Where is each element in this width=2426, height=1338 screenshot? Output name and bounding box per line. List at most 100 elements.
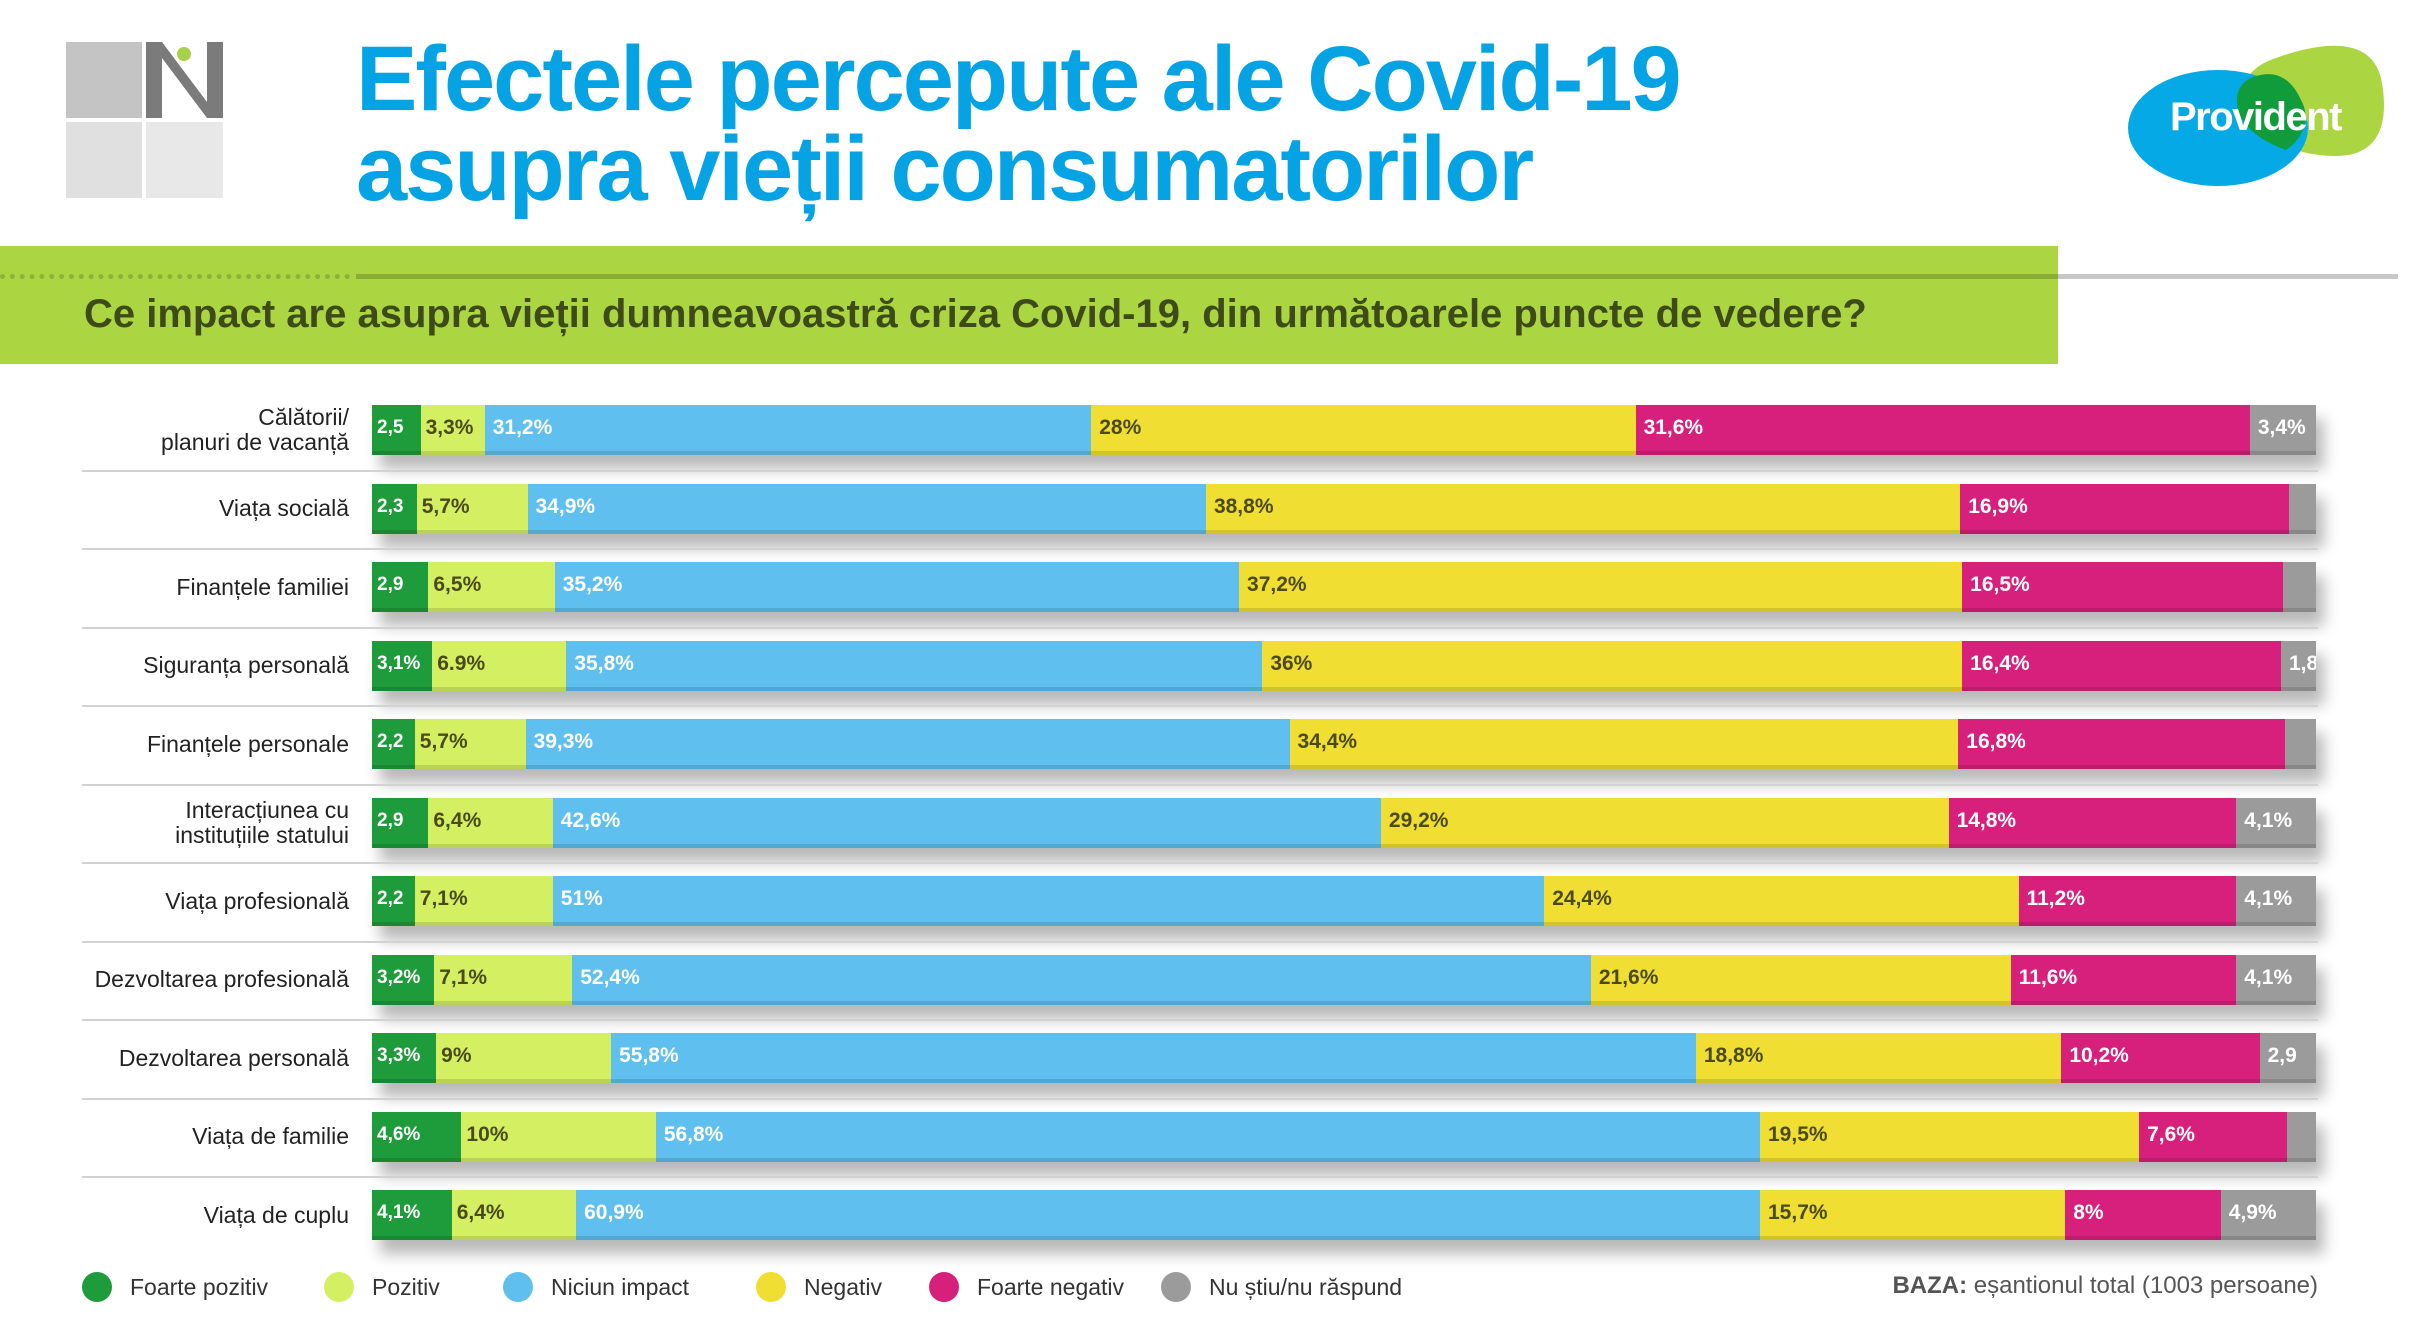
stacked-bar: 4,6% 10% 56,8% 19,5% 7,6%	[372, 1111, 2316, 1162]
bar-segment: 19,5%	[1760, 1111, 2140, 1162]
row-separator	[82, 548, 2318, 550]
legend-item: Niciun impact	[503, 1272, 689, 1302]
bar-segment: 7,1%	[414, 876, 553, 926]
bar-segment: 6,5%	[428, 562, 555, 612]
category-label: Viața de cuplu	[203, 1201, 349, 1228]
bar-segment: 3,2%	[372, 954, 435, 1005]
legend-swatch	[756, 1272, 786, 1302]
row-separator	[82, 626, 2318, 629]
bar-segment: 21,6%	[1590, 954, 2011, 1005]
bar-segment: 3,4%	[2249, 405, 2316, 455]
bar-segment: 8%	[2065, 1190, 2221, 1240]
bar-segment: 16,9%	[1960, 483, 2289, 534]
category-label: Dezvoltarea personală	[118, 1044, 349, 1071]
bar-segment: 42,6%	[552, 797, 1381, 848]
bar-segment: 4,9%	[2220, 1190, 2316, 1240]
bar-segment: 7,6%	[2139, 1111, 2287, 1162]
bar-segment: 34,9%	[527, 483, 1206, 534]
bar-segment: 56,8%	[655, 1111, 1760, 1162]
bar-segment: 16,8%	[1958, 719, 2285, 769]
stacked-bar: 3,2% 7,1% 52,4% 21,6% 11,6% 4,1%	[372, 954, 2316, 1005]
bar-segment: 60,9%	[576, 1190, 1760, 1240]
bar-segment: 35,2%	[554, 562, 1240, 612]
bar-segment: 16,5%	[1962, 562, 2283, 612]
bar-segment: 4,1%	[372, 1190, 452, 1240]
legend-swatch	[929, 1272, 959, 1302]
stacked-bar: 2,2 7,1% 51% 24,4% 11,2% 4,1%	[372, 876, 2316, 926]
category-label: Viața de familie	[192, 1123, 349, 1149]
bar-segment: 1,8	[2280, 640, 2316, 691]
sample-base-note: BAZA: eșantionul total (1003 persoane)	[1892, 1272, 2318, 1300]
bar-segment: 35,8%	[566, 640, 1263, 691]
title-line-1: Efectele percepute ale Covid-19	[356, 28, 1682, 130]
n-logo	[66, 42, 223, 198]
stacked-bar: 2,2 5,7% 39,3% 34,4% 16,8%	[372, 719, 2316, 769]
legend-label: Foarte pozitiv	[130, 1273, 269, 1300]
stacked-bar: 2,3 5,7% 34,9% 38,8% 16,9%	[372, 483, 2316, 534]
baza-label: BAZA:	[1892, 1272, 1968, 1299]
bar-segment: 4,1%	[2236, 797, 2316, 848]
legend-label: Foarte negativ	[977, 1273, 1125, 1300]
bar-segment	[2288, 483, 2316, 534]
bar-segment: 31,6%	[1635, 405, 2250, 455]
bar-segment: 24,4%	[1544, 876, 2019, 926]
legend-item: Nu știu/nu răspund	[1161, 1272, 1402, 1302]
stacked-bar: 3,3% 9% 55,8% 18,8% 10,2% 2,9	[372, 1033, 2316, 1083]
bar-segment: 36%	[1262, 640, 1963, 691]
row-separator	[82, 1097, 2318, 1100]
bar-segment	[2286, 1111, 2316, 1162]
bar-segment: 28%	[1091, 405, 1636, 455]
bar-segment: 7,1%	[434, 954, 573, 1005]
legend-swatch	[1161, 1272, 1191, 1302]
stacked-bar: 2,9 6,5% 35,2% 37,2% 16,5%	[372, 562, 2316, 612]
row-separator	[82, 469, 2318, 472]
stacked-bar: 2,9 6,4% 42,6% 29,2% 14,8% 4,1%	[372, 797, 2316, 848]
bar-segment: 4,1%	[2236, 876, 2316, 926]
bar-segment: 6,4%	[428, 797, 553, 848]
bar-segment: 5,7%	[416, 483, 528, 534]
stacked-bar: 3,1% 6.9% 35,8% 36% 16,4% 1,8	[372, 640, 2316, 691]
bar-segment: 38,8%	[1205, 483, 1961, 534]
bar-segment: 2,2	[372, 876, 415, 926]
bar-segment: 2,9	[372, 797, 429, 848]
svg-text:Provident: Provident	[2170, 95, 2342, 139]
bar-segment: 4,6%	[372, 1111, 462, 1162]
provident-logo: Provident	[2126, 38, 2386, 188]
bar-segment: 2,9	[2259, 1033, 2316, 1083]
bar-segment: 11,6%	[2010, 954, 2237, 1005]
question-band	[0, 246, 2058, 364]
bar-segment: 52,4%	[572, 954, 1591, 1005]
bar-segment: 37,2%	[1239, 562, 1963, 612]
legend-swatch	[503, 1272, 533, 1302]
bar-segment: 34,4%	[1289, 719, 1959, 769]
category-label: Finanțele familiei	[176, 573, 349, 600]
bar-segment	[2284, 719, 2316, 769]
bar-segment: 3,1%	[372, 640, 433, 691]
bar-segment: 2,2	[372, 719, 415, 769]
row-separator	[82, 1176, 2318, 1178]
category-label: Finanțele personale	[146, 730, 349, 757]
legend-swatch	[82, 1272, 112, 1302]
baza-text: eșantionul total (1003 persoane)	[1967, 1272, 2318, 1299]
row-separator	[82, 940, 2318, 943]
row-separator	[82, 862, 2318, 864]
bar-segment: 2,3	[372, 483, 417, 534]
legend-item: Foarte negativ	[929, 1272, 1124, 1302]
legend-label: Niciun impact	[551, 1273, 690, 1300]
category-label: Siguranța personală	[143, 652, 349, 678]
bar-segment: 29,2%	[1380, 797, 1949, 848]
bar-segment: 3,3%	[372, 1033, 437, 1083]
bar-segment: 16,4%	[1962, 640, 2281, 691]
bar-segment: 10%	[461, 1111, 656, 1162]
category-label: Dezvoltarea profesională	[94, 966, 349, 992]
bar-segment: 39,3%	[525, 719, 1290, 769]
category-label: Viața profesională	[165, 887, 349, 914]
category-label: Viața socială	[219, 495, 349, 521]
legend-item: Foarte pozitiv	[82, 1272, 268, 1302]
legend-label: Negativ	[804, 1273, 882, 1300]
bar-segment: 15,7%	[1760, 1190, 2066, 1240]
bar-segment: 14,8%	[1948, 797, 2237, 848]
legend-swatch	[324, 1272, 354, 1302]
bar-segment: 5,7%	[414, 719, 526, 769]
bar-segment: 55,8%	[611, 1033, 1696, 1083]
